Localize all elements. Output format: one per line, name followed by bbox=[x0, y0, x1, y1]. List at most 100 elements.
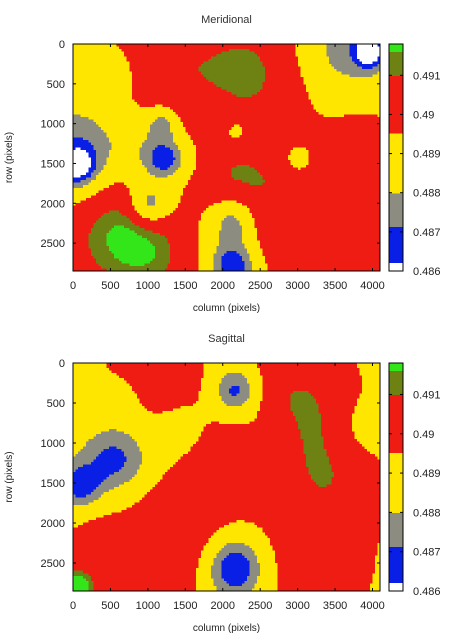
heatmap-cell bbox=[257, 580, 279, 584]
heatmap-cell bbox=[103, 167, 148, 171]
heatmap-cell bbox=[257, 233, 381, 237]
colorbar-segment bbox=[389, 573, 403, 576]
heatmap-cell bbox=[165, 215, 202, 219]
heatmap-cell bbox=[73, 117, 89, 121]
heatmap-cell bbox=[147, 132, 174, 136]
heatmap-cell bbox=[257, 413, 294, 417]
heatmap-cell bbox=[126, 56, 212, 60]
colorbar-segment bbox=[389, 119, 403, 123]
heatmap-cell bbox=[170, 122, 184, 126]
heatmap-cell bbox=[198, 235, 220, 239]
heatmap-cell bbox=[154, 200, 181, 204]
heatmap-cell bbox=[190, 134, 233, 138]
heatmap-cell bbox=[90, 461, 125, 465]
heatmap-cell bbox=[254, 585, 279, 589]
heatmap-cell bbox=[113, 182, 125, 186]
heatmap-cell bbox=[259, 373, 360, 377]
heatmap-cell bbox=[73, 527, 220, 531]
heatmap-cell bbox=[308, 390, 363, 394]
heatmap-cell bbox=[142, 144, 158, 148]
heatmap-cell bbox=[262, 175, 381, 179]
heatmap-cell bbox=[93, 585, 197, 589]
heatmap-cell bbox=[73, 522, 84, 526]
heatmap-cell bbox=[73, 170, 89, 174]
heatmap-cell bbox=[262, 380, 363, 384]
heatmap-cell bbox=[354, 61, 363, 65]
heatmap-cell bbox=[73, 134, 107, 138]
colorbar-segment bbox=[389, 375, 403, 378]
heatmap-cell bbox=[177, 202, 215, 206]
heatmap-cell bbox=[90, 142, 112, 146]
heatmap-cell bbox=[142, 215, 166, 219]
heatmap-cell bbox=[185, 127, 233, 131]
heatmap-cell bbox=[249, 421, 299, 425]
colorbar-segment bbox=[389, 181, 403, 184]
heatmap-cell bbox=[326, 449, 368, 453]
heatmap-cell bbox=[152, 152, 174, 156]
heatmap-cell bbox=[93, 223, 135, 226]
heatmap-cell bbox=[257, 365, 358, 369]
heatmap-cell bbox=[177, 147, 197, 151]
colorbar-segment bbox=[389, 477, 403, 480]
heatmap-cell bbox=[226, 542, 245, 546]
heatmap-cell bbox=[277, 580, 373, 584]
heatmap-cell bbox=[88, 502, 135, 506]
heatmap-cell bbox=[257, 578, 279, 582]
heatmap-cell bbox=[257, 230, 381, 234]
colorbar-segment bbox=[389, 243, 403, 246]
heatmap-cell bbox=[290, 152, 309, 156]
heatmap-cell bbox=[129, 61, 204, 65]
heatmap-cell bbox=[293, 413, 322, 417]
heatmap-cell bbox=[249, 545, 273, 549]
heatmap-cell bbox=[195, 165, 238, 168]
heatmap-cell bbox=[223, 401, 245, 404]
colorbar-segment bbox=[389, 157, 403, 160]
heatmap-cell bbox=[198, 255, 215, 259]
heatmap-cell bbox=[73, 553, 202, 556]
heatmap-cell bbox=[221, 560, 250, 564]
heatmap-cell bbox=[246, 250, 263, 254]
heatmap-cell bbox=[351, 56, 358, 60]
heatmap-cell bbox=[236, 393, 250, 397]
heatmap-cell bbox=[157, 117, 166, 121]
heatmap-cell bbox=[323, 441, 360, 445]
heatmap-cell bbox=[226, 580, 245, 584]
heatmap-cell bbox=[257, 54, 296, 58]
colorbar-segment bbox=[389, 171, 403, 174]
colorbar-segment bbox=[389, 133, 403, 137]
heatmap-cell bbox=[73, 545, 204, 549]
heatmap-cell bbox=[73, 444, 87, 447]
heatmap-cell bbox=[264, 66, 302, 70]
y-tick-label: 0 bbox=[59, 39, 65, 51]
y-tick-label: 2000 bbox=[41, 198, 65, 210]
heatmap-cell bbox=[264, 258, 381, 262]
heatmap-cell bbox=[73, 119, 94, 123]
heatmap-cell bbox=[96, 167, 105, 171]
colorbar-segment bbox=[389, 85, 403, 89]
heatmap-cell bbox=[249, 560, 258, 564]
heatmap-cell bbox=[96, 149, 110, 153]
colorbar-segment bbox=[389, 201, 403, 204]
heatmap-cell bbox=[310, 99, 381, 103]
heatmap-cell bbox=[231, 175, 263, 179]
heatmap-cell bbox=[73, 167, 89, 171]
heatmap-cell bbox=[234, 177, 263, 181]
heatmap-cell bbox=[308, 149, 381, 153]
heatmap-cell bbox=[200, 380, 222, 384]
colorbar-segment bbox=[389, 501, 403, 504]
colorbar-segment bbox=[389, 545, 403, 548]
heatmap-cell bbox=[154, 165, 171, 168]
heatmap-cell bbox=[211, 565, 222, 569]
heatmap-cell bbox=[323, 446, 366, 450]
colorbar-segment bbox=[389, 265, 403, 268]
heatmap-cell bbox=[73, 471, 115, 475]
heatmap-cell bbox=[362, 385, 381, 389]
x-axis-label: column (pixels) bbox=[193, 623, 260, 634]
heatmap-cell bbox=[73, 210, 110, 214]
heatmap-cell bbox=[73, 423, 207, 427]
heatmap-cell bbox=[354, 411, 381, 415]
heatmap-cell bbox=[93, 147, 112, 151]
colorbar-segment bbox=[389, 129, 403, 133]
